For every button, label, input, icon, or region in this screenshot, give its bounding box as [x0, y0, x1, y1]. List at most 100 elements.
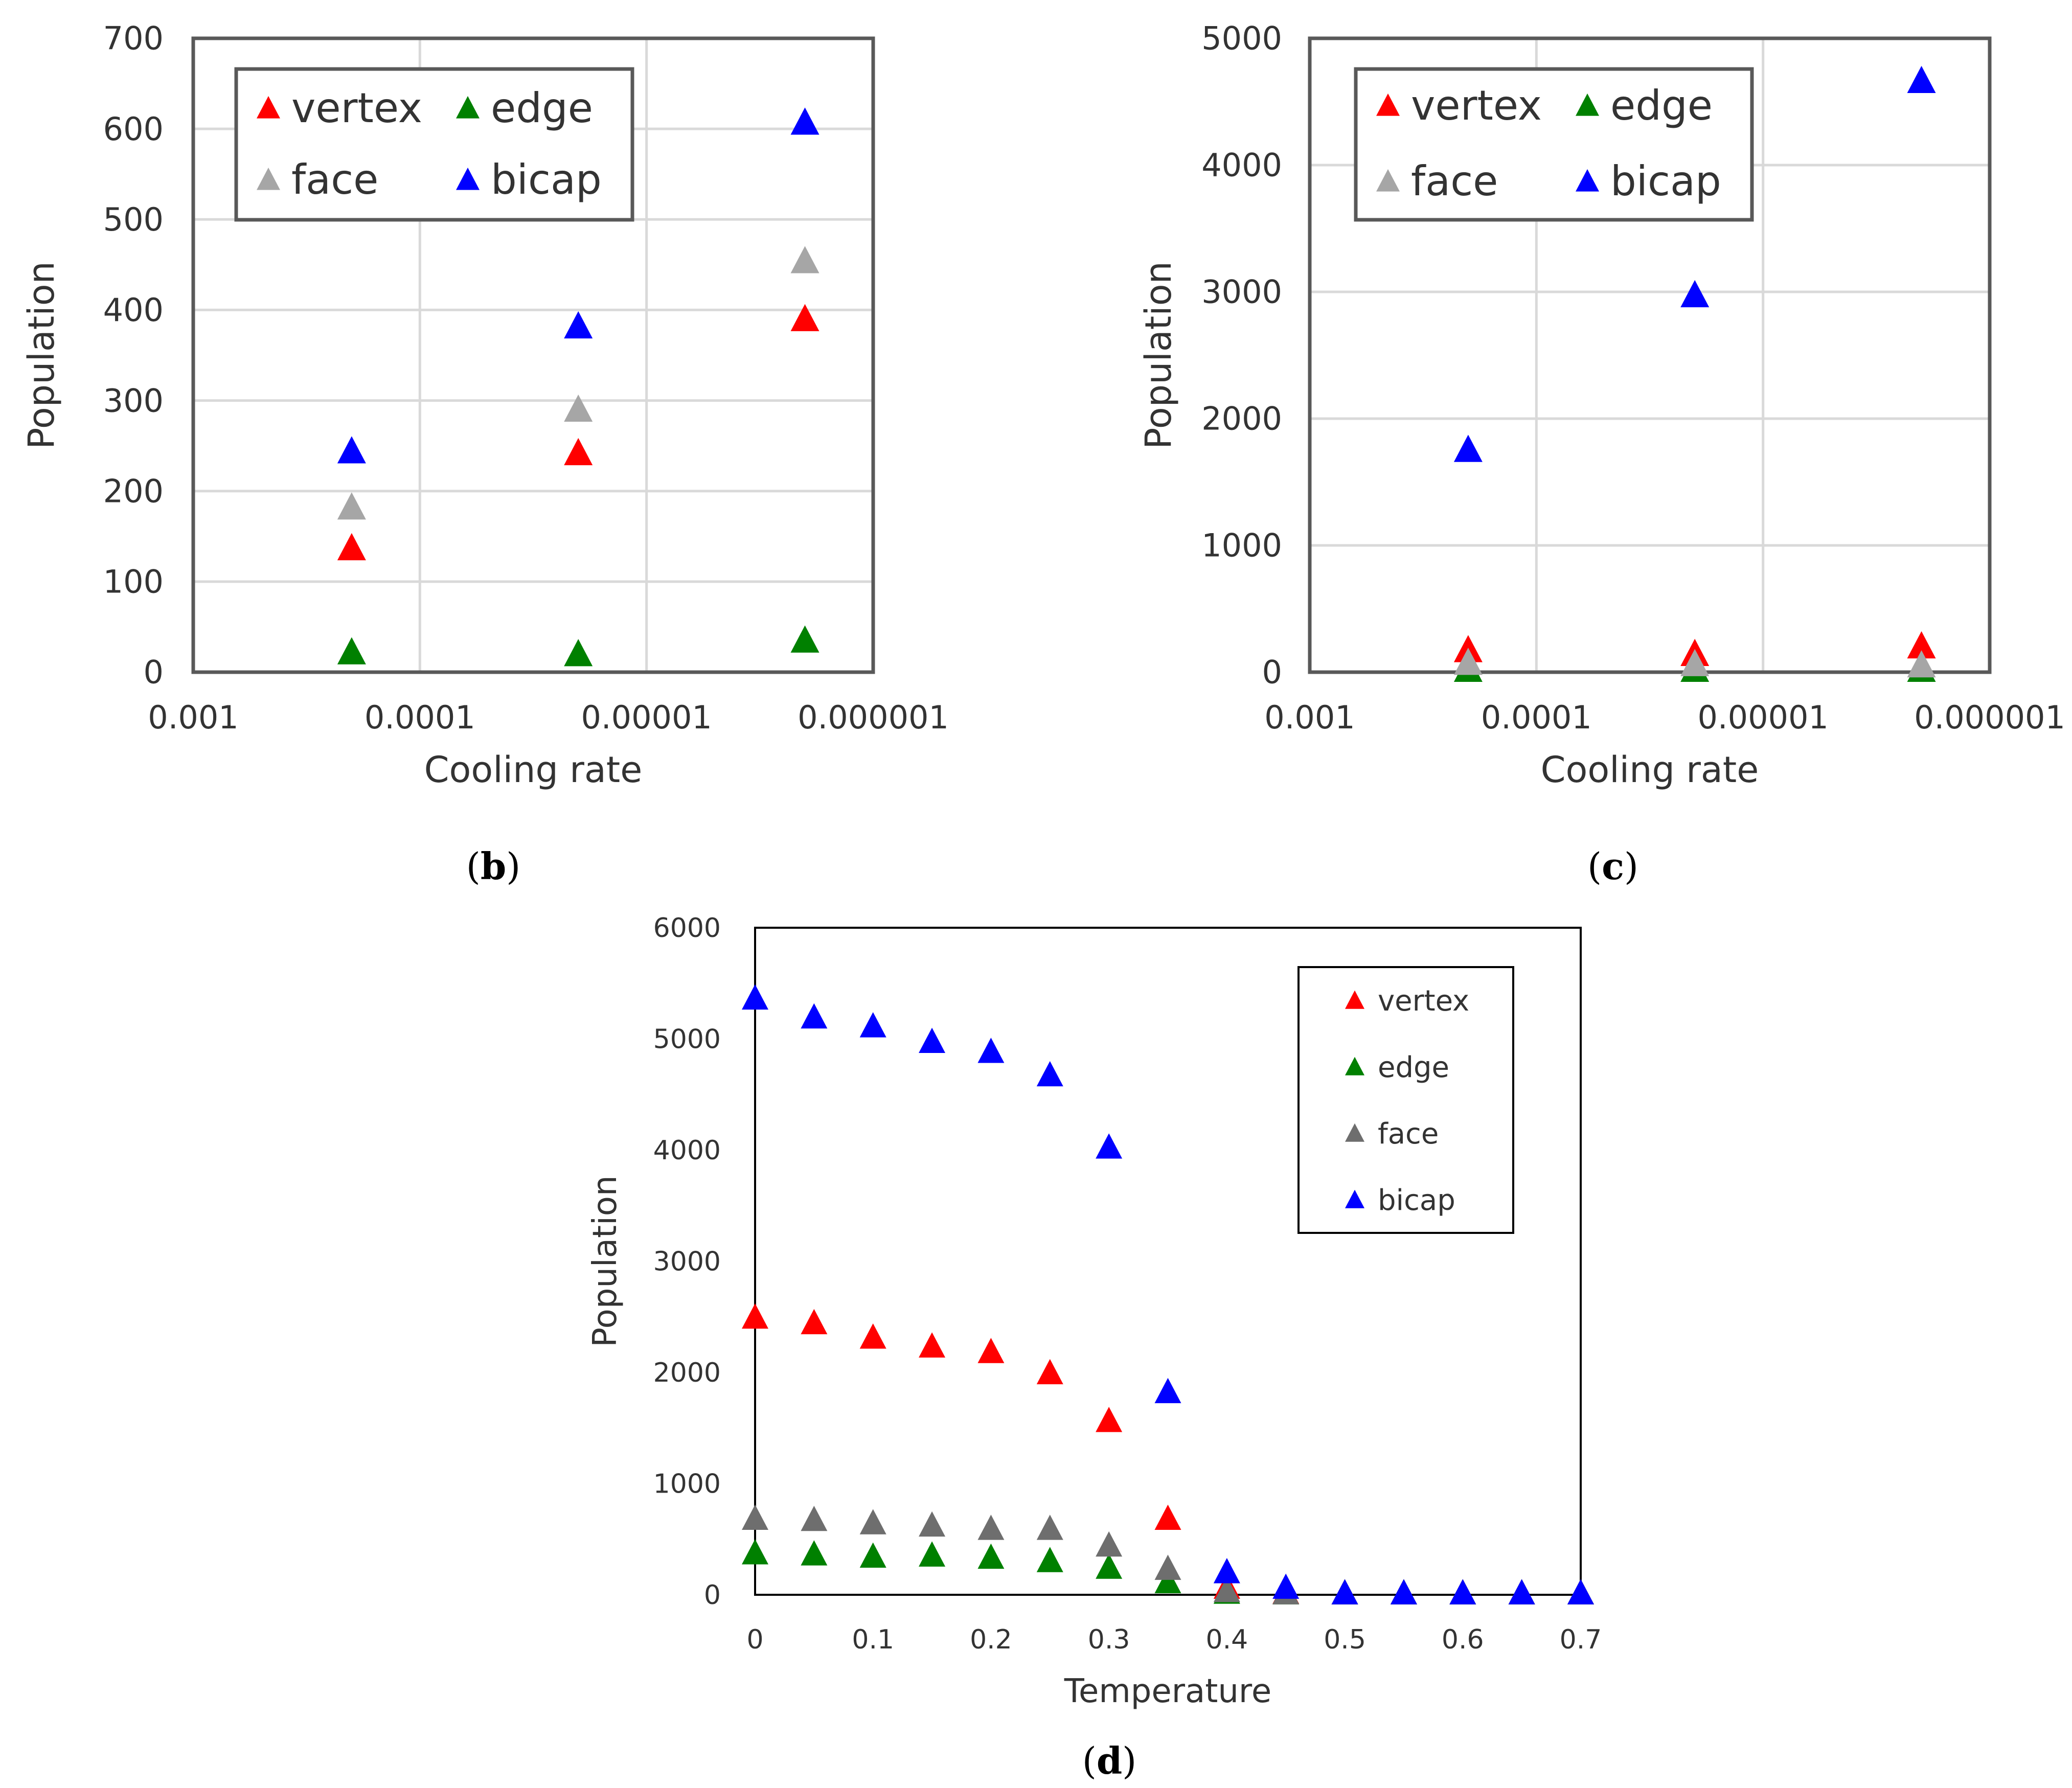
legend-label-vertex: vertex: [291, 84, 422, 132]
y-tick-label: 3000: [653, 1247, 721, 1277]
data-point-vertex: [919, 1332, 946, 1358]
x-tick-label: 0.000001: [1914, 699, 2065, 736]
data-point-bicap: [337, 436, 366, 464]
legend: vertex edge face bicap: [234, 67, 634, 222]
series-face: [337, 246, 819, 520]
series-bicap: [1453, 65, 1936, 462]
x-tick-label: 0: [746, 1624, 763, 1655]
data-point-bicap: [1036, 1061, 1063, 1087]
legend-marker-bicap: [1345, 1189, 1364, 1208]
panel-label: (d): [1082, 1739, 1137, 1782]
data-point-edge: [1036, 1547, 1063, 1572]
legend-marker-edge: [1345, 1057, 1364, 1075]
x-axis-label: Cooling rate: [424, 749, 643, 791]
legend-marker-face: [1376, 169, 1400, 192]
data-point-vertex: [564, 438, 593, 466]
legend-label-edge: edge: [1378, 1051, 1449, 1084]
data-point-bicap: [977, 1038, 1005, 1063]
data-point-bicap: [742, 984, 768, 1010]
data-point-bicap: [1213, 1558, 1240, 1584]
legend-label-edge: edge: [491, 84, 593, 132]
y-tick-label: 6000: [653, 913, 721, 944]
series-vertex: [337, 304, 819, 561]
series-edge: [337, 625, 819, 667]
y-tick-label: 0: [144, 654, 164, 691]
y-axis-label: Population: [586, 1175, 624, 1347]
x-tick-label: 0.1: [852, 1624, 894, 1655]
y-tick-label: 5000: [1201, 20, 1282, 57]
legend-marker-face: [257, 167, 280, 190]
data-point-vertex: [1154, 1504, 1181, 1530]
y-tick-label: 200: [103, 472, 164, 510]
legend-label-edge: edge: [1610, 82, 1713, 129]
plot-frame: [754, 927, 1582, 1596]
data-point-face: [1680, 649, 1710, 676]
x-tick-label: 0.00001: [1697, 699, 1828, 736]
x-tick-label: 0.0001: [1481, 699, 1592, 736]
x-tick-label: 0.5: [1324, 1624, 1366, 1655]
legend-label-vertex: vertex: [1378, 984, 1469, 1018]
legend-label-face: face: [291, 156, 378, 203]
legend-marker-bicap: [456, 167, 480, 190]
data-point-bicap: [790, 107, 819, 135]
y-tick-label: 4000: [653, 1135, 721, 1166]
y-tick-label: 1000: [1201, 527, 1282, 564]
legend-marker-vertex: [257, 96, 280, 119]
data-point-vertex: [790, 304, 819, 331]
legend-marker-face: [1345, 1123, 1364, 1142]
series-bicap: [742, 984, 1594, 1604]
legend: vertex edge face bicap: [1297, 966, 1514, 1234]
y-tick-label: 4000: [1201, 147, 1282, 184]
legend-label-bicap: bicap: [1378, 1184, 1455, 1217]
x-tick-label: 0.4: [1206, 1624, 1248, 1655]
chart-b: 0 100 200 300 400 500 600 700 0.001 0.0001 0.00001…: [20, 20, 949, 888]
legend-box: [1354, 67, 1754, 222]
y-tick-label: 300: [103, 382, 164, 419]
legend-marker-vertex: [1345, 990, 1364, 1009]
x-tick-label: 0.6: [1442, 1624, 1484, 1655]
y-tick-label: 500: [103, 201, 164, 238]
data-point-face: [1154, 1554, 1181, 1580]
data-point-face: [790, 246, 819, 273]
x-axis-label: Cooling rate: [1541, 749, 1759, 791]
plot-frame: [191, 36, 875, 674]
y-tick-label: 0: [1262, 654, 1282, 691]
y-tick-label: 400: [103, 291, 164, 329]
x-axis-label: Temperature: [1064, 1672, 1271, 1710]
x-tick-label: 0.0001: [365, 699, 475, 736]
data-point-face: [337, 492, 366, 520]
y-tick-label: 600: [103, 110, 164, 148]
data-point-bicap: [801, 1003, 828, 1029]
chart-d: 0 1000 2000 3000 4000 5000 6000 0 0.1 0.2 0.3 0.4 0.…: [586, 913, 1602, 1782]
data-point-face: [859, 1509, 886, 1534]
data-point-bicap: [859, 1012, 886, 1038]
y-tick-label: 1000: [653, 1469, 721, 1500]
legend-label-vertex: vertex: [1411, 82, 1542, 129]
data-point-face: [977, 1515, 1005, 1540]
data-point-vertex: [742, 1303, 768, 1329]
legend-box: [1297, 966, 1514, 1234]
x-tick-label: 0.2: [970, 1624, 1012, 1655]
plot-frame: [1308, 36, 1992, 674]
data-point-face: [564, 394, 593, 422]
data-point-bicap: [564, 311, 593, 339]
legend-label-face: face: [1411, 157, 1498, 205]
data-point-bicap: [1680, 280, 1710, 308]
panel-label: (c): [1587, 844, 1638, 888]
data-point-face: [1036, 1515, 1063, 1540]
data-point-face: [1096, 1531, 1123, 1557]
legend-label-face: face: [1378, 1117, 1439, 1151]
data-point-face: [742, 1504, 768, 1530]
y-tick-label: 2000: [1201, 400, 1282, 438]
data-point-face: [1453, 648, 1483, 675]
legend-marker-bicap: [1576, 169, 1599, 192]
legend-marker-edge: [1576, 93, 1599, 116]
data-point-bicap: [1453, 434, 1483, 462]
y-axis-label: Population: [1137, 261, 1179, 449]
y-tick-label: 0: [704, 1580, 721, 1611]
x-tick-label: 0.001: [1264, 699, 1355, 736]
x-tick-label: 0.7: [1560, 1624, 1602, 1655]
y-tick-label: 5000: [653, 1024, 721, 1055]
data-point-face: [1907, 650, 1936, 678]
